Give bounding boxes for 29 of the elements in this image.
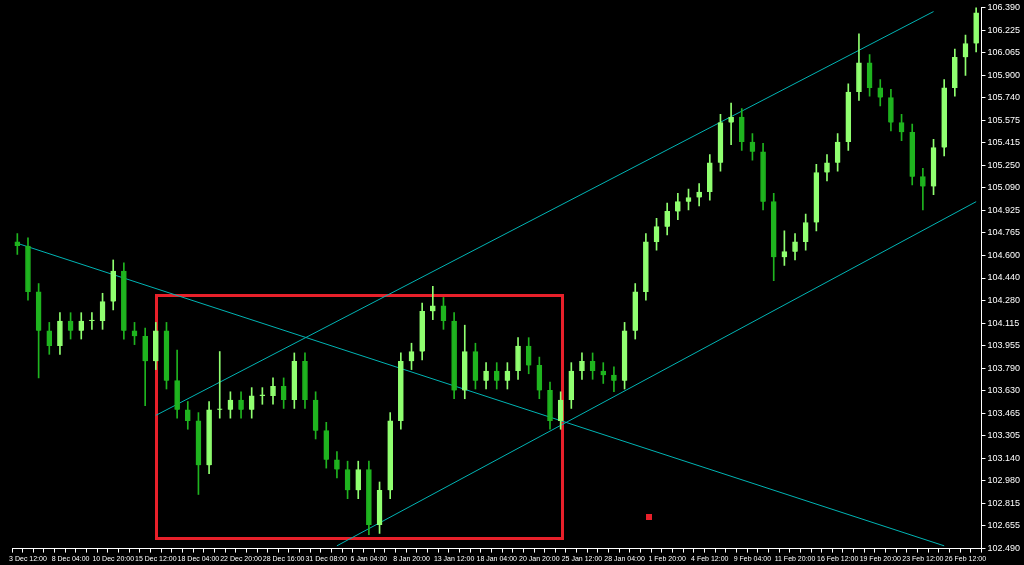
candlestick bbox=[14, 233, 21, 255]
y-tick-label: 104.925 bbox=[987, 205, 1021, 216]
y-tick-label: 104.600 bbox=[987, 250, 1021, 261]
y-tick-label: 102.490 bbox=[987, 543, 1021, 554]
candlestick bbox=[600, 362, 607, 384]
y-tick-label: 103.140 bbox=[987, 452, 1021, 463]
y-tick-label: 103.955 bbox=[987, 339, 1021, 350]
y-tick-label: 104.115 bbox=[987, 317, 1020, 328]
y-tick-label: 103.305 bbox=[987, 429, 1021, 440]
y-tick-label: 104.440 bbox=[987, 272, 1021, 283]
y-tick-label: 104.765 bbox=[987, 227, 1021, 238]
y-tick-label: 102.655 bbox=[987, 520, 1021, 531]
y-tick-label: 105.090 bbox=[987, 182, 1021, 193]
y-tick-label: 105.575 bbox=[987, 114, 1021, 125]
y-tick-label: 102.815 bbox=[987, 497, 1021, 508]
y-tick-label: 105.415 bbox=[987, 137, 1021, 148]
y-tick-label: 103.790 bbox=[987, 362, 1021, 373]
y-tick-label: 105.900 bbox=[987, 69, 1021, 80]
y-tick-label: 104.280 bbox=[987, 294, 1021, 305]
y-tick-label: 106.065 bbox=[987, 46, 1021, 57]
y-tick-label: 102.980 bbox=[987, 475, 1021, 486]
y-tick-label: 106.225 bbox=[987, 24, 1021, 35]
y-tick-label: 105.740 bbox=[987, 92, 1021, 103]
candlestick bbox=[89, 312, 95, 330]
y-tick-label: 103.630 bbox=[987, 384, 1021, 395]
y-tick-label: 106.390 bbox=[987, 1, 1021, 12]
y-tick-label: 105.250 bbox=[987, 160, 1021, 171]
y-tick-label: 103.465 bbox=[987, 407, 1021, 418]
candlestick bbox=[429, 286, 436, 320]
